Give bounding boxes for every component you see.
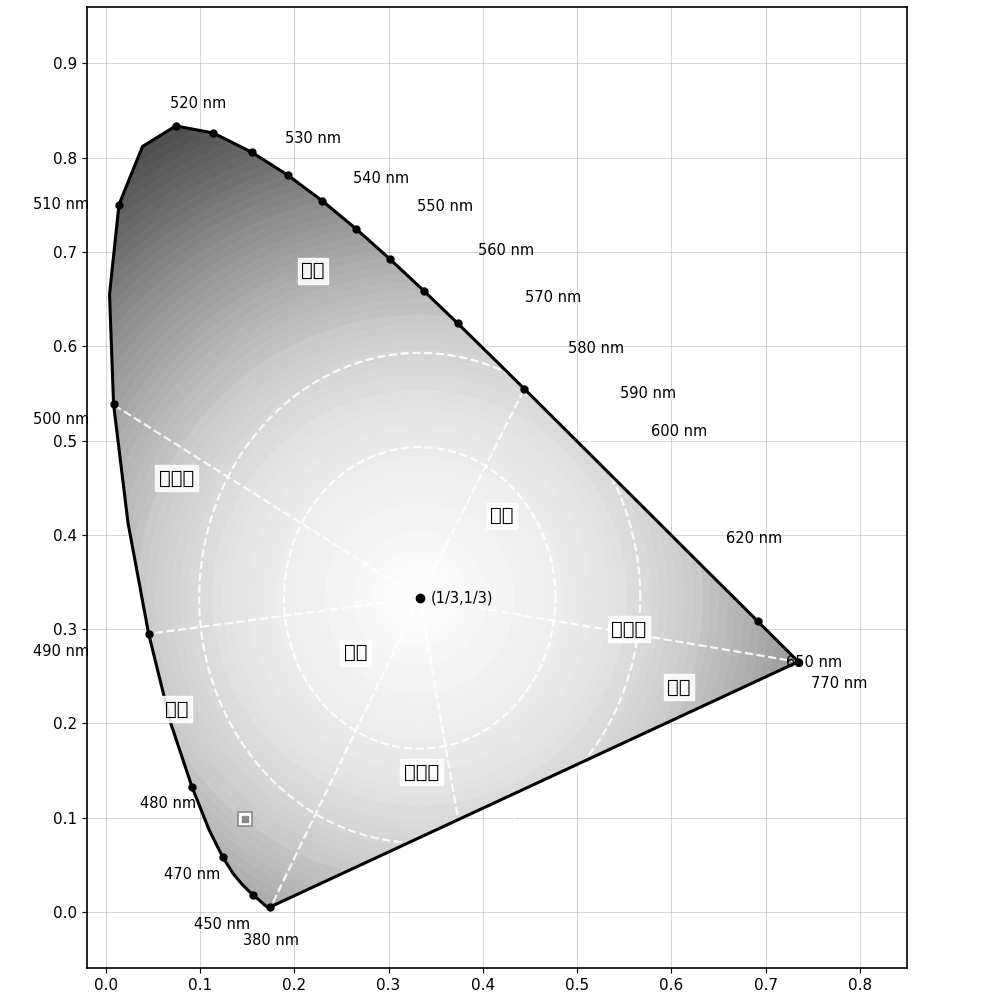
Text: 红色: 红色: [667, 678, 691, 697]
Circle shape: [130, 308, 710, 888]
Circle shape: [248, 427, 591, 769]
Text: 570 nm: 570 nm: [525, 290, 581, 305]
Text: 600 nm: 600 nm: [651, 424, 707, 439]
Circle shape: [164, 342, 676, 854]
Circle shape: [367, 545, 472, 651]
Circle shape: [373, 551, 467, 645]
Text: 蓝绿色: 蓝绿色: [159, 469, 194, 488]
Circle shape: [393, 571, 447, 625]
Circle shape: [198, 376, 642, 820]
Circle shape: [342, 520, 498, 676]
Circle shape: [333, 511, 506, 685]
Text: 橙黄色: 橙黄色: [611, 620, 646, 639]
Circle shape: [71, 249, 768, 947]
Circle shape: [384, 562, 455, 634]
Circle shape: [215, 393, 625, 803]
Circle shape: [87, 266, 751, 930]
Text: 380 nm: 380 nm: [243, 933, 299, 948]
Circle shape: [359, 537, 481, 659]
Circle shape: [137, 315, 703, 881]
Circle shape: [299, 477, 540, 718]
Text: 770 nm: 770 nm: [811, 676, 867, 691]
Circle shape: [308, 486, 532, 710]
Circle shape: [376, 554, 464, 642]
Circle shape: [181, 359, 659, 837]
Circle shape: [138, 317, 701, 879]
Circle shape: [278, 457, 561, 739]
Text: 560 nm: 560 nm: [478, 243, 534, 258]
Circle shape: [147, 325, 693, 871]
Circle shape: [354, 532, 486, 664]
Circle shape: [350, 528, 489, 668]
Text: 520 nm: 520 nm: [170, 96, 227, 111]
Circle shape: [316, 494, 523, 701]
Text: 650 nm: 650 nm: [786, 655, 843, 670]
Circle shape: [189, 367, 650, 828]
Text: 黄色: 黄色: [490, 506, 514, 525]
Circle shape: [96, 274, 744, 922]
Circle shape: [240, 418, 599, 778]
Text: 620 nm: 620 nm: [726, 531, 782, 546]
Circle shape: [274, 452, 566, 744]
Text: 470 nm: 470 nm: [164, 867, 221, 882]
Circle shape: [256, 435, 582, 761]
Text: (1/3,1/3): (1/3,1/3): [431, 590, 494, 605]
Text: 蓝色: 蓝色: [165, 700, 188, 719]
Text: 480 nm: 480 nm: [140, 796, 196, 811]
Text: 490 nm: 490 nm: [33, 644, 88, 659]
Circle shape: [401, 579, 438, 617]
Text: 580 nm: 580 nm: [568, 341, 624, 356]
Circle shape: [232, 410, 608, 786]
Circle shape: [282, 461, 557, 735]
Circle shape: [113, 291, 727, 905]
Text: 白色: 白色: [344, 643, 368, 662]
Circle shape: [80, 257, 760, 939]
Circle shape: [325, 504, 514, 692]
Text: 绿色: 绿色: [301, 261, 325, 280]
Text: 510 nm: 510 nm: [33, 197, 88, 212]
Polygon shape: [109, 126, 798, 907]
Circle shape: [265, 444, 574, 752]
Circle shape: [121, 300, 718, 896]
Text: 500 nm: 500 nm: [33, 412, 88, 427]
Circle shape: [206, 384, 633, 812]
Circle shape: [223, 401, 616, 795]
Text: 590 nm: 590 nm: [620, 386, 677, 401]
Text: 550 nm: 550 nm: [416, 199, 473, 214]
Circle shape: [392, 570, 448, 626]
Circle shape: [213, 391, 627, 805]
Circle shape: [155, 334, 684, 862]
Circle shape: [325, 503, 515, 693]
Circle shape: [104, 283, 735, 913]
Text: 540 nm: 540 nm: [353, 171, 409, 186]
Text: 450 nm: 450 nm: [194, 917, 249, 932]
Text: 蓝紫色: 蓝紫色: [404, 763, 439, 782]
Circle shape: [172, 350, 667, 845]
Circle shape: [291, 469, 549, 727]
Text: 530 nm: 530 nm: [285, 131, 341, 146]
